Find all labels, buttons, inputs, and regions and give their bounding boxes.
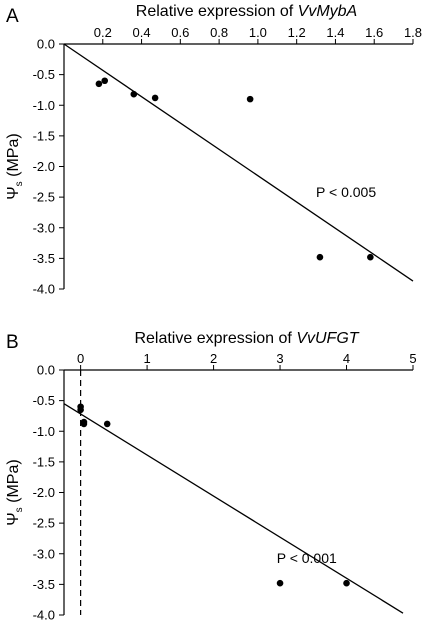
x-tick-label: 1 xyxy=(143,351,150,366)
x-tick-label: 0.6 xyxy=(171,25,189,40)
y-tick-label: -4.0 xyxy=(33,282,55,297)
data-point xyxy=(276,579,284,587)
x-tick-label: 1.4 xyxy=(326,25,344,40)
panel-label: A xyxy=(6,6,19,27)
y-tick-label: -2.0 xyxy=(33,159,55,174)
data-point xyxy=(77,406,84,414)
y-tick-label: -1.5 xyxy=(33,128,55,143)
p-value-annotation: P < 0.001 xyxy=(277,550,337,566)
x-tick-label: 1.6 xyxy=(365,25,383,40)
y-axis-title: Ψs (MPa) xyxy=(5,133,25,199)
y-axis-title-unit: (MPa) xyxy=(5,133,22,181)
data-point xyxy=(316,253,324,261)
x-tick-label: 1.2 xyxy=(288,25,306,40)
x-tick-label: 0 xyxy=(77,351,84,366)
y-tick-label: -4.0 xyxy=(33,608,55,621)
x-tick-label: 0.4 xyxy=(133,25,151,40)
y-tick-label: -3.5 xyxy=(33,251,55,266)
data-point xyxy=(95,80,103,88)
x-tick-label: 0.8 xyxy=(210,25,228,40)
data-point xyxy=(367,253,374,261)
x-tick-label: 2 xyxy=(210,351,217,366)
y-tick-label: -3.5 xyxy=(33,577,55,592)
y-tick-label: -1.0 xyxy=(33,424,55,439)
y-tick-label: -2.5 xyxy=(33,516,55,531)
x-tick-label: 3 xyxy=(276,351,283,366)
y-axis-title-symbol: Ψ xyxy=(5,512,22,525)
y-tick-label: -0.5 xyxy=(33,67,55,82)
x-axis-title-prefix: Relative expression of xyxy=(134,330,296,347)
data-point xyxy=(130,90,138,98)
y-tick-label: -1.0 xyxy=(33,98,55,113)
data-point xyxy=(80,420,88,428)
y-tick-label: 0.0 xyxy=(37,363,55,378)
y-tick-label: -1.5 xyxy=(33,454,55,469)
y-axis-title: Ψs (MPa) xyxy=(5,459,25,525)
x-tick-label: 0.2 xyxy=(94,25,112,40)
x-axis-title-prefix: Relative expression of xyxy=(136,3,298,20)
data-point xyxy=(343,579,350,587)
x-axis-title-gene: VvUFGT xyxy=(296,330,359,347)
x-tick-label: 1.0 xyxy=(249,25,267,40)
x-tick-label: 1.8 xyxy=(404,25,422,40)
x-tick-label: 5 xyxy=(409,351,416,366)
y-tick-label: -0.5 xyxy=(33,393,55,408)
x-tick-label: 4 xyxy=(343,351,350,366)
x-axis-title: Relative expression of VvUFGT xyxy=(134,330,359,347)
panel-label: B xyxy=(6,332,19,353)
regression-line xyxy=(63,403,404,614)
y-axis-title-subscript: s xyxy=(14,507,25,512)
y-axis-title-subscript: s xyxy=(14,181,25,186)
y-tick-label: -3.0 xyxy=(33,546,55,561)
x-axis-title-gene: VvMybA xyxy=(298,3,358,20)
data-point xyxy=(101,77,109,85)
y-tick-label: -2.0 xyxy=(33,485,55,500)
y-axis-title-unit: (MPa) xyxy=(5,459,22,507)
data-point xyxy=(246,95,254,103)
y-tick-label: -2.5 xyxy=(33,190,55,205)
regression-line xyxy=(63,43,414,282)
y-axis-title-symbol: Ψ xyxy=(5,186,22,199)
data-point xyxy=(151,94,159,102)
y-tick-label: -3.0 xyxy=(33,220,55,235)
chart-panel-b: B Relative expression of VvUFGT 0 1 2 3 4 5 0.0 -… xyxy=(5,330,417,621)
y-tick-label: 0.0 xyxy=(37,37,55,52)
p-value-annotation: P < 0.005 xyxy=(316,184,376,200)
x-axis-title: Relative expression of VvMybA xyxy=(136,3,357,20)
chart-panel-a: A Relative expression of VvMybA 0.2 0.4 0.6 0… xyxy=(5,3,422,297)
data-point xyxy=(103,420,111,428)
